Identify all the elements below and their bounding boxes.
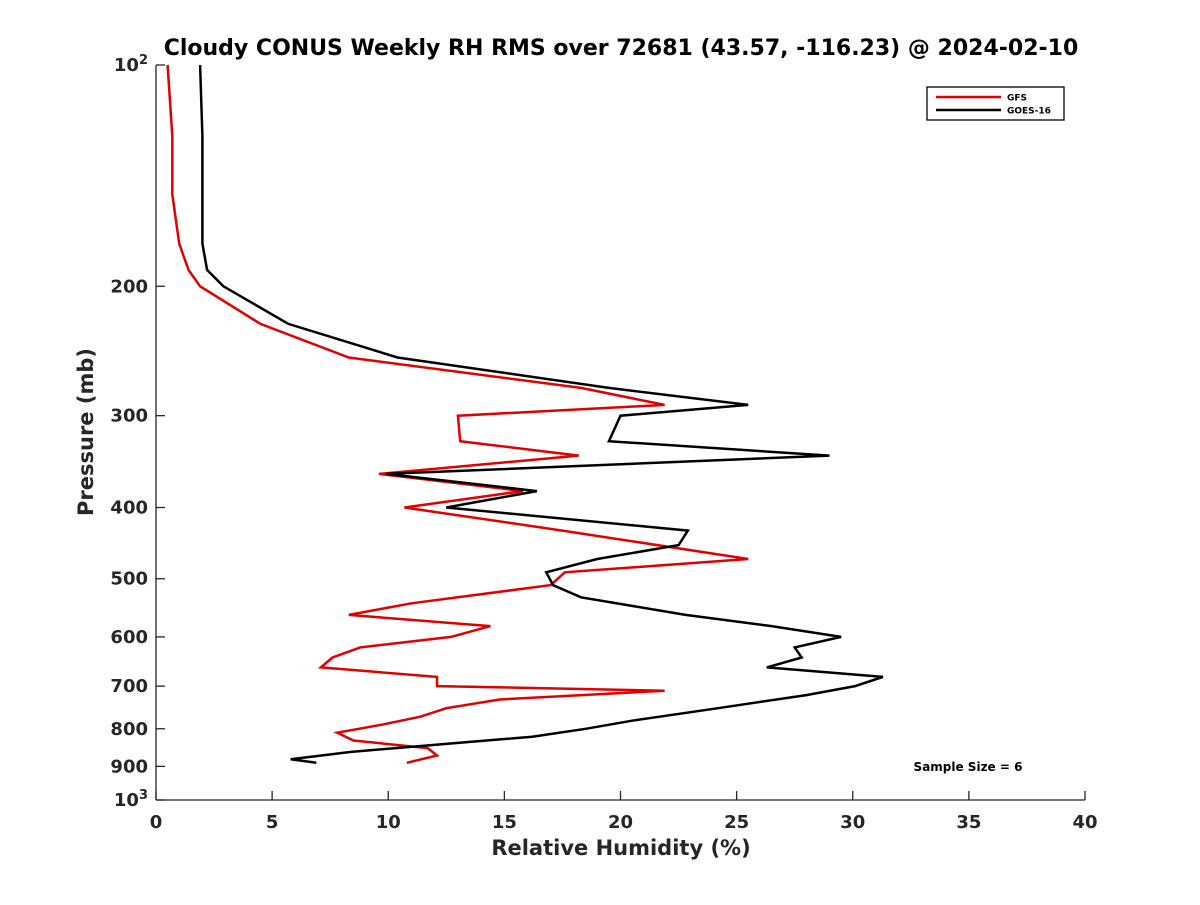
x-tick-label: 35 [956,812,981,833]
x-tick-label: 0 [150,812,163,833]
sample-size-annotation: Sample Size = 6 [914,760,1023,774]
y-tick-label: 900 [110,756,148,777]
y-tick-label: 700 [110,676,148,697]
series-line-goes-16 [198,64,884,765]
x-tick-label: 25 [724,812,749,833]
x-axis-label: Relative Humidity (%) [491,836,750,860]
y-tick-label: 500 [110,569,148,590]
legend-label-goes-16: GOES-16 [1007,107,1051,117]
y-tick-label: 800 [110,719,148,740]
x-tick-label: 20 [608,812,633,833]
x-tick-label: 30 [840,812,865,833]
chart-title: Cloudy CONUS Weekly RH RMS over 72681 (4… [164,36,1079,61]
y-tick-exponent: 3 [139,788,148,803]
y-tick-label: 300 [110,406,148,427]
x-tick-label: 15 [492,812,517,833]
x-tick-label: 5 [266,812,279,833]
series-line-gfs [166,64,749,765]
legend-box [926,86,1065,121]
legend: GFS GOES-16 [926,86,1065,121]
x-tick-label: 10 [376,812,401,833]
y-tick-exponent: 2 [139,53,148,68]
legend-label-gfs: GFS [1007,94,1027,104]
plot-lines [166,64,884,765]
y-axis-label: Pressure (mb) [74,348,98,516]
y-tick-label: 200 [110,276,148,297]
axes: 0 5 10 15 20 25 30 35 40102200300400500600700800… [110,53,1097,833]
y-tick-label: 400 [110,498,148,519]
x-tick-label: 40 [1072,812,1097,833]
y-tick-label: 600 [110,627,148,648]
